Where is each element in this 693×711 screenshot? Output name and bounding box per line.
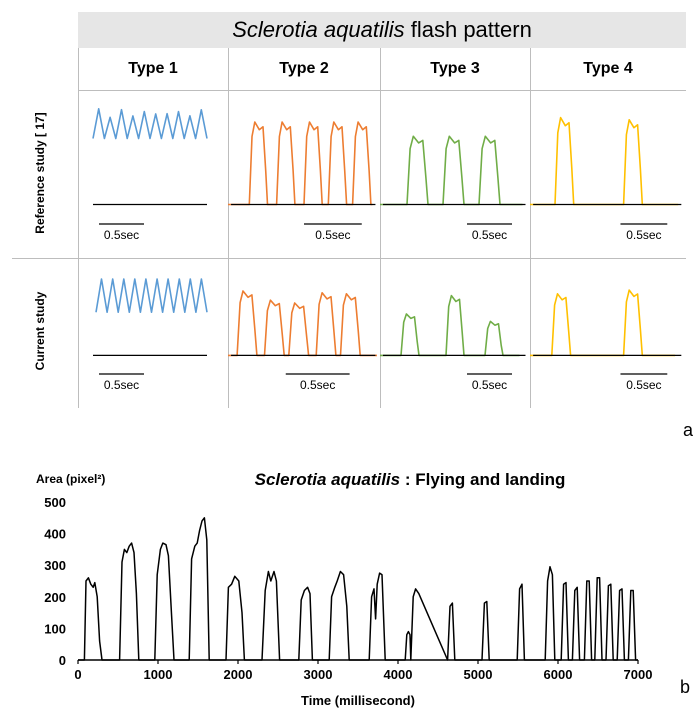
grid-line	[530, 48, 531, 408]
flash-pattern-title: Sclerotia aquatilis flash pattern	[78, 12, 686, 48]
series-line	[78, 517, 638, 661]
x-tick-label: 1000	[144, 667, 173, 682]
chart-title-species: Sclerotia aquatilis	[255, 470, 401, 489]
x-tick-label: 6000	[544, 667, 573, 682]
scale-bar-label: 0.5sec	[104, 378, 139, 392]
column-header-type-4: Type 4	[583, 60, 633, 77]
column-header-type-1: Type 1	[128, 60, 178, 77]
y-tick-label: 400	[44, 527, 66, 542]
y-axis-label: Area (pixel²)	[36, 472, 105, 486]
flash-trace	[380, 135, 523, 206]
x-tick-label: 4000	[384, 667, 413, 682]
flash-trace	[380, 294, 520, 357]
grid-line	[380, 48, 381, 408]
y-tick-label: 0	[59, 653, 66, 668]
chart-title-rest: : Flying and landing	[400, 470, 565, 489]
x-tick-label: 7000	[624, 667, 653, 682]
x-axis-label: Time (millisecond)	[301, 693, 415, 708]
scale-bar-label: 0.5sec	[104, 228, 139, 242]
flash-trace	[92, 108, 208, 140]
flash-trace	[228, 290, 377, 357]
y-tick-label: 200	[44, 590, 66, 605]
x-tick-label: 2000	[224, 667, 253, 682]
flash-trace	[530, 289, 676, 357]
flash-pattern-title-species: Sclerotia aquatilis	[232, 17, 405, 42]
grid-line	[78, 90, 686, 91]
column-header-type-2: Type 2	[279, 60, 329, 77]
scale-bar-label: 0.5sec	[300, 378, 335, 392]
chart-title: Sclerotia aquatilis : Flying and landing	[255, 470, 566, 489]
flash-trace-cells: 0.5sec 0.5sec 0.5sec 0.5sec 0.5sec 0.5sec 0.5s…	[92, 108, 682, 392]
scale-bar-label: 0.5sec	[626, 378, 661, 392]
scale-bar-label: 0.5sec	[472, 378, 507, 392]
scale-bar-label: 0.5sec	[472, 228, 507, 242]
flash-trace	[95, 278, 208, 313]
flash-pattern-table: Sclerotia aquatilis flash pattern Type 1…	[12, 12, 693, 440]
column-header-type-3: Type 3	[430, 60, 480, 77]
y-tick-label: 100	[44, 621, 66, 636]
x-tick-label: 5000	[464, 667, 493, 682]
y-tick-label: 500	[44, 495, 66, 510]
grid-line	[12, 258, 686, 259]
grid-line	[228, 48, 229, 408]
flash-pattern-title-rest: flash pattern	[404, 17, 532, 42]
x-tick-label: 3000	[304, 667, 333, 682]
y-tick-label: 300	[44, 558, 66, 573]
scale-bar-label: 0.5sec	[626, 228, 661, 242]
scale-bar-label: 0.5sec	[315, 228, 350, 242]
x-tick-label: 0	[74, 667, 81, 682]
grid-line	[78, 48, 79, 408]
flash-trace	[228, 121, 373, 206]
panel-letter-b: b	[680, 677, 690, 697]
panel-letter-a: a	[683, 420, 693, 440]
flash-trace	[530, 116, 679, 206]
flying-landing-chart: Area (pixel²) Sclerotia aquatilis : Flyi…	[36, 470, 690, 708]
